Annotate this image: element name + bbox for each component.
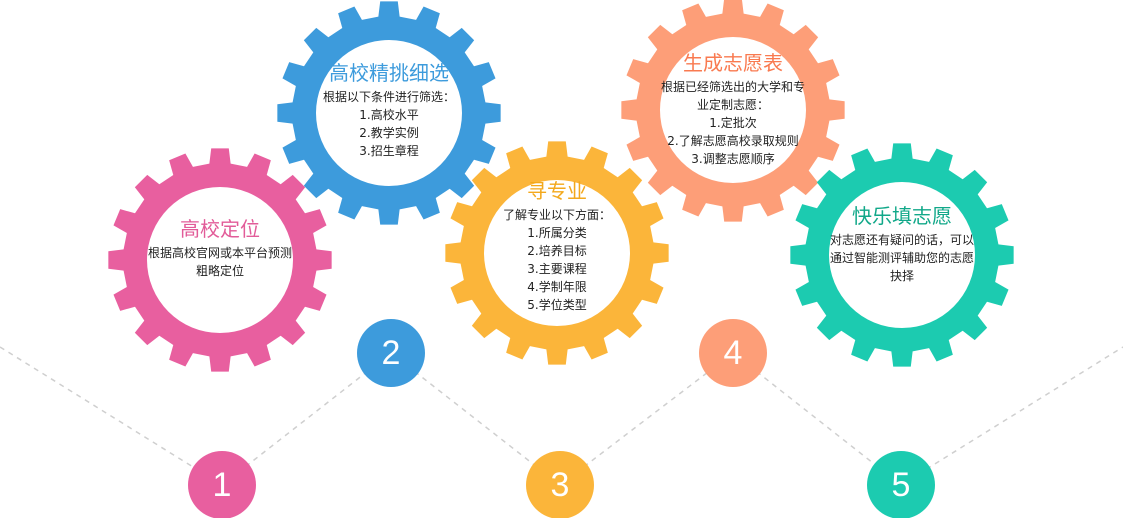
gear-generate-title: 生成志愿表 xyxy=(683,51,783,75)
step-circle-1 xyxy=(188,451,256,518)
gear-fill-text: 快乐填志愿 对志愿还有疑问的话，可以 通过智能测评辅助您的志愿 抉择 xyxy=(812,203,992,285)
step-number-2: 2 xyxy=(381,334,401,372)
gear-screen-item: 2.教学实例 xyxy=(359,126,419,140)
gear-major-item: 2.培养目标 xyxy=(527,244,587,258)
gear-screen xyxy=(277,1,501,225)
gear-fill-title: 快乐填志愿 xyxy=(852,204,952,228)
gear-locate-desc-line: 粗略定位 xyxy=(195,264,244,278)
step-number-1: 1 xyxy=(212,466,232,504)
gear-generate-desc-line: 业定制志愿： xyxy=(696,98,769,112)
gear-screen-item: 3.招生章程 xyxy=(359,144,419,158)
gear-screen-text: 高校精挑细选 根据以下条件进行筛选： 1.高校水平 2.教学实例 3.招生章程 xyxy=(299,60,479,160)
gear-fill-desc-line: 通过智能测评辅助您的志愿 xyxy=(829,251,974,265)
connector-3-4 xyxy=(559,352,734,486)
connector-left xyxy=(0,346,223,486)
dashed-connector xyxy=(0,346,1123,486)
gear-locate xyxy=(108,148,332,372)
gear-major xyxy=(445,141,669,365)
gear-major-item: 1.所属分类 xyxy=(527,226,587,240)
gear-generate-item: 1.定批次 xyxy=(709,116,757,130)
step-number-3: 3 xyxy=(550,466,570,504)
gear-shape xyxy=(445,141,669,365)
gear-fill-desc-line: 对志愿还有疑问的话，可以 xyxy=(829,233,974,247)
gear-major-item: 5.学位类型 xyxy=(527,298,587,312)
step-circle-4 xyxy=(699,319,767,387)
gear-generate-desc-line: 根据已经筛选出的大学和专 xyxy=(660,80,805,94)
gear-shape xyxy=(277,1,501,225)
gear-screen-title: 高校精挑细选 xyxy=(329,61,449,85)
step-circle-5 xyxy=(867,451,935,518)
gear-shape xyxy=(108,148,332,372)
gear-major-text: 寻专业 了解专业以下方面： 1.所属分类 2.培养目标 3.主要课程 4.学制年… xyxy=(467,178,647,314)
gear-generate-text: 生成志愿表 根据已经筛选出的大学和专 业定制志愿： 1.定批次 2.了解志愿高校… xyxy=(643,50,823,168)
step-circle-3 xyxy=(526,451,594,518)
step-number-4: 4 xyxy=(723,334,743,372)
gear-screen-item: 1.高校水平 xyxy=(359,108,419,122)
step-circle-2 xyxy=(357,319,425,387)
gear-generate xyxy=(621,0,845,222)
connector-right xyxy=(900,346,1123,486)
gear-major-title: 寻专业 xyxy=(527,179,587,203)
step-number-5: 5 xyxy=(891,466,911,504)
gear-major-desc-line: 了解专业以下方面： xyxy=(502,208,611,222)
gear-locate-title: 高校定位 xyxy=(180,217,260,241)
gear-locate-text: 高校定位 根据高校官网或本平台预测 粗略定位 xyxy=(130,216,310,280)
gear-shape xyxy=(790,143,1014,367)
gear-fill xyxy=(790,143,1014,367)
gear-shape xyxy=(621,0,845,222)
gear-locate-desc-line: 根据高校官网或本平台预测 xyxy=(147,246,292,260)
gear-generate-item: 2.了解志愿高校录取规则 xyxy=(667,134,799,148)
gear-fill-desc-line: 抉择 xyxy=(889,269,914,283)
gear-screen-desc-line: 根据以下条件进行筛选： xyxy=(322,90,455,104)
gear-major-item: 4.学制年限 xyxy=(527,280,587,294)
gear-generate-item: 3.调整志愿顺序 xyxy=(691,152,775,166)
gear-major-item: 3.主要课程 xyxy=(527,262,587,276)
